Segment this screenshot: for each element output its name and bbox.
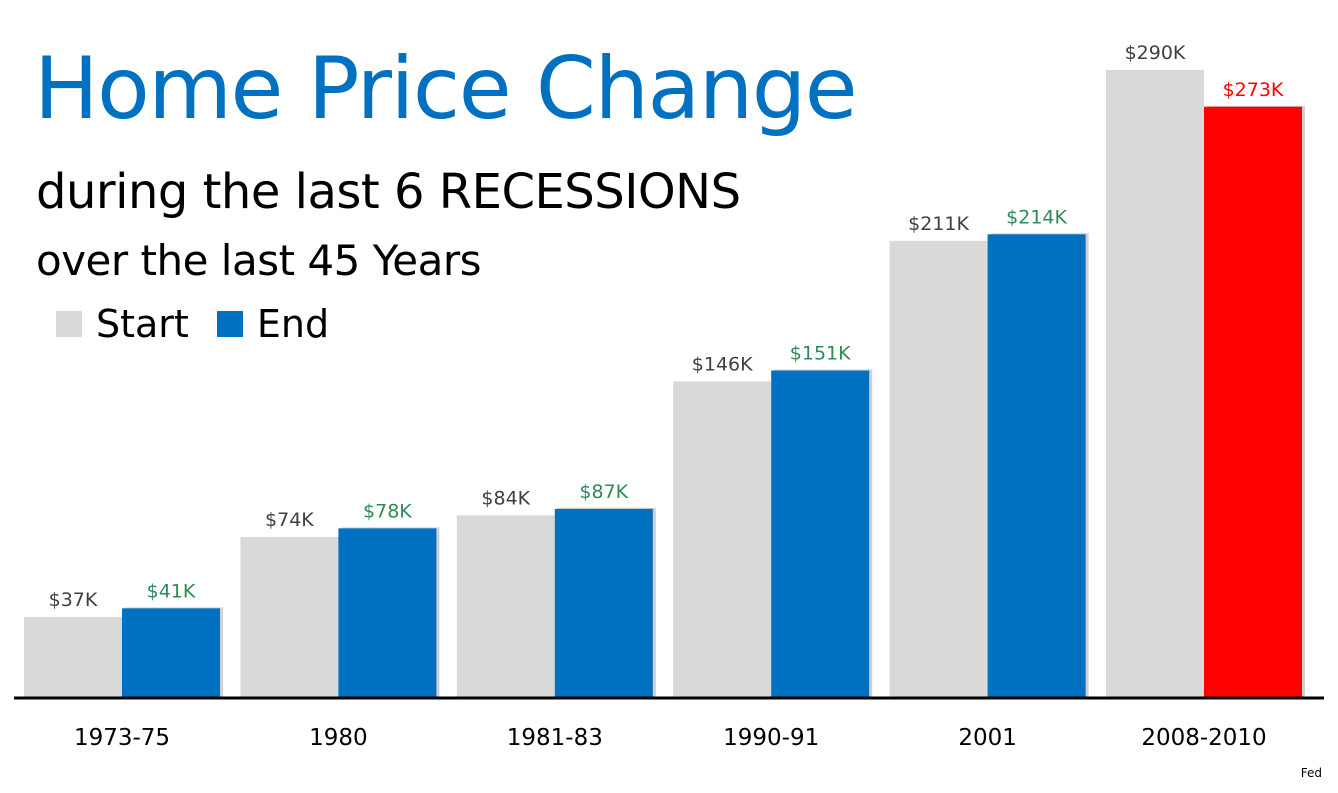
bar-end-2008-2010 xyxy=(1204,106,1302,697)
data-label-start-2001: $211K xyxy=(908,213,969,235)
data-label-start-1980: $74K xyxy=(265,509,314,531)
bar-end-1980 xyxy=(338,528,437,697)
bar-start-2001 xyxy=(889,240,988,697)
legend-item-start: Start xyxy=(56,302,189,346)
x-tick-label-1973-75: 1973-75 xyxy=(74,725,170,751)
data-label-start-1973-75: $37K xyxy=(49,589,98,611)
x-tick-label-1981-83: 1981-83 xyxy=(507,725,603,751)
bar-end-1973-75 xyxy=(122,608,220,697)
bar-start-1990-91 xyxy=(673,381,772,697)
legend-swatch-start xyxy=(56,311,82,337)
bar-end-2001 xyxy=(987,234,1086,697)
data-label-end-1980: $78K xyxy=(363,500,412,522)
data-label-end-1981-83: $87K xyxy=(579,481,628,503)
source-note: Fed xyxy=(1300,766,1322,780)
legend: Start End xyxy=(56,302,357,346)
bar-start-1980 xyxy=(240,537,339,697)
chart-subtitle: during the last 6 RECESSIONS xyxy=(36,164,741,220)
data-label-start-1990-91: $146K xyxy=(692,353,753,375)
data-label-start-2008-2010: $290K xyxy=(1125,42,1186,64)
x-tick-label-1990-91: 1990-91 xyxy=(723,725,819,751)
x-tick-label-1980: 1980 xyxy=(309,725,368,751)
legend-swatch-end xyxy=(216,311,243,337)
legend-item-end: End xyxy=(216,302,330,346)
bar-end-1990-91 xyxy=(771,370,870,697)
x-tick-label-2008-2010: 2008-2010 xyxy=(1141,725,1266,751)
chart-subtitle-secondary: over the last 45 Years xyxy=(36,236,482,285)
bar-start-1973-75 xyxy=(24,617,122,697)
data-label-end-2001: $214K xyxy=(1006,206,1067,228)
legend-label-end: End xyxy=(256,302,330,346)
data-label-end-2008-2010: $273K xyxy=(1223,79,1284,101)
data-label-end-1990-91: $151K xyxy=(790,343,851,365)
bar-start-1981-83 xyxy=(456,515,555,697)
bar-end-1981-83 xyxy=(554,508,653,697)
bar-start-2008-2010 xyxy=(1106,70,1204,697)
x-tick-label-2001: 2001 xyxy=(958,725,1017,751)
data-label-start-1981-83: $84K xyxy=(481,487,530,509)
legend-label-start: Start xyxy=(96,302,189,346)
data-label-end-1973-75: $41K xyxy=(147,580,196,602)
chart-title: Home Price Change xyxy=(34,39,858,139)
